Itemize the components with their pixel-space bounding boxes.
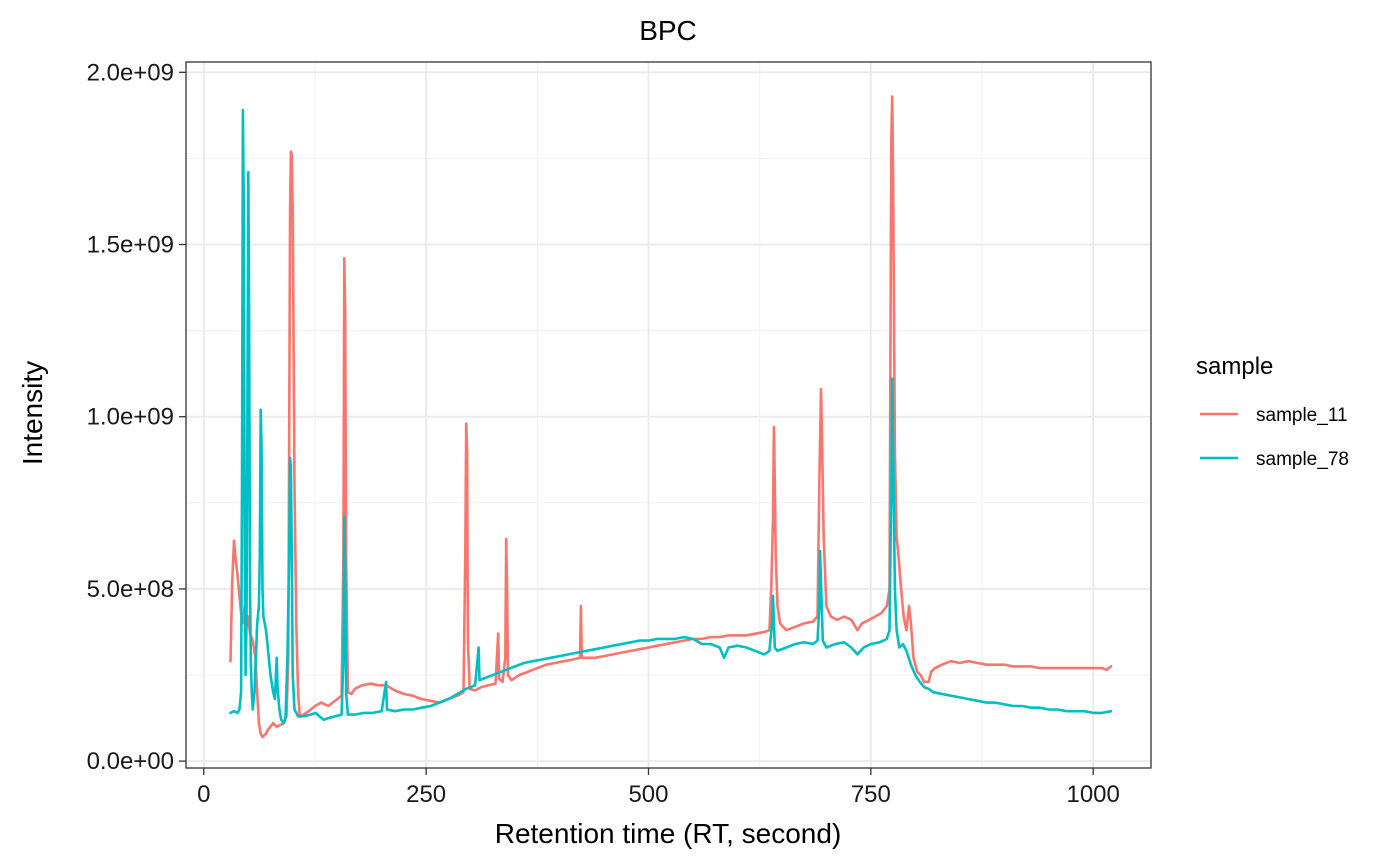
x-tick-label: 500 <box>628 781 668 808</box>
legend-items: sample_11 sample_78 <box>1200 405 1349 470</box>
legend-label-sample_11: sample_11 <box>1256 405 1348 426</box>
legend-title: sample <box>1196 353 1273 380</box>
x-tick-label: 0 <box>197 781 210 808</box>
y-axis-title: Intensity <box>17 361 48 465</box>
legend: sample sample_11 sample_78 <box>1196 353 1349 470</box>
axis-ticks: 0 250 500 750 1000 0.0e+00 5.0e+08 1.0e+09 1.5e+… <box>87 59 1120 808</box>
y-tick-label: 0.0e+00 <box>87 748 174 775</box>
x-tick-label: 1000 <box>1066 781 1119 808</box>
chart-title: BPC <box>639 15 697 46</box>
legend-label-sample_78: sample_78 <box>1256 449 1349 470</box>
y-tick-label: 5.0e+08 <box>87 576 174 603</box>
x-tick-label: 750 <box>851 781 891 808</box>
y-tick-label: 1.5e+09 <box>87 232 174 259</box>
x-tick-label: 250 <box>406 781 446 808</box>
series-layer <box>229 95 1113 739</box>
series-line-sample_78 <box>229 108 1113 725</box>
panel-border <box>185 61 1152 769</box>
series-line-sample_11 <box>229 95 1113 739</box>
x-axis-title: Retention time (RT, second) <box>495 818 842 849</box>
y-tick-label: 2.0e+09 <box>87 59 174 86</box>
y-tick-label: 1.0e+09 <box>87 404 174 431</box>
